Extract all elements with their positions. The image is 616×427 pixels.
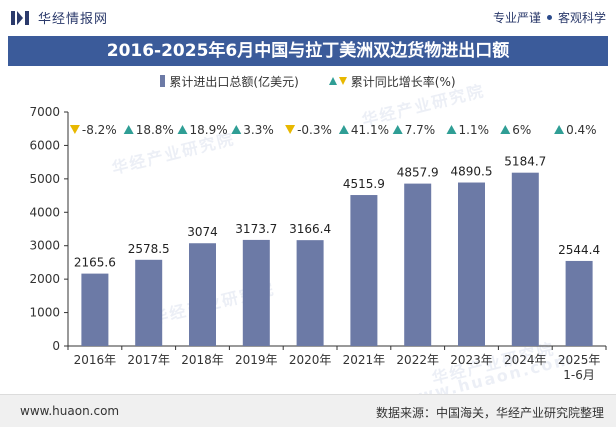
chart-legend: 累计进出口总额(亿美元) 累计同比增长率(%)	[0, 72, 616, 90]
y-tick-label: 2000	[29, 272, 60, 286]
growth-label: 3.3%	[243, 123, 273, 137]
bar	[404, 183, 432, 346]
growth-up-marker	[500, 125, 511, 134]
x-tick-label: 2019年	[235, 353, 278, 367]
legend-item-growth: 累计同比增长率(%)	[328, 72, 456, 90]
x-tick-label: 2021年	[343, 353, 386, 367]
bar	[135, 259, 163, 346]
bar-swatch-icon	[160, 75, 166, 87]
x-tick-label: 2018年	[181, 353, 224, 367]
x-tick-label: 1-6月	[563, 368, 595, 382]
growth-label: 1.1%	[459, 123, 490, 137]
brand-logo-icon	[11, 10, 29, 25]
growth-up-marker	[554, 125, 565, 134]
footer: www.huaon.com 数据来源：中国海关，华经产业研究院整理	[0, 394, 616, 427]
x-tick-label: 2020年	[289, 353, 332, 367]
growth-up-marker	[392, 125, 403, 134]
legend-label-total: 累计进出口总额(亿美元)	[169, 74, 299, 89]
bar-value-label: 4515.9	[343, 177, 385, 191]
y-tick-label: 5000	[29, 172, 60, 186]
top-bar: 华经情报网 专业严谨 客观科学	[0, 0, 616, 34]
tagline-right: 客观科学	[557, 11, 606, 25]
growth-down-marker	[69, 125, 80, 134]
bar-value-label: 2578.5	[128, 242, 170, 256]
y-tick-label: 7000	[29, 105, 60, 119]
x-tick-label: 2016年	[74, 353, 117, 367]
bar	[189, 243, 216, 346]
growth-up-marker	[231, 125, 242, 134]
dot-icon	[546, 15, 552, 20]
bar-value-label: 5184.7	[504, 155, 546, 169]
bar	[511, 172, 539, 346]
tagline: 专业严谨 客观科学	[493, 9, 606, 26]
x-tick-label: 2022年	[396, 353, 439, 367]
triangle-markers-icon	[328, 76, 347, 86]
y-tick-label: 0	[52, 339, 60, 353]
bar-value-label: 2165.6	[74, 256, 116, 270]
growth-up-marker	[177, 125, 188, 134]
growth-label: 18.8%	[136, 123, 174, 137]
bar	[350, 195, 378, 346]
growth-label: -0.3%	[297, 123, 332, 137]
x-tick-label: 2017年	[127, 353, 170, 367]
x-tick-label: 2025年	[558, 353, 601, 367]
growth-label: 6%	[512, 123, 531, 137]
growth-label: 18.9%	[190, 123, 228, 137]
growth-up-marker	[338, 125, 349, 134]
bar	[242, 239, 270, 346]
bar	[296, 240, 324, 346]
growth-up-marker	[446, 125, 457, 134]
bar	[458, 182, 485, 346]
y-tick-label: 4000	[29, 205, 60, 219]
growth-down-marker	[285, 125, 296, 134]
bar-value-label: 3074	[187, 225, 218, 239]
legend-label-growth: 累计同比增长率(%)	[350, 74, 456, 89]
growth-label: 0.4%	[566, 123, 597, 137]
bar-value-label: 4890.5	[451, 165, 493, 179]
bar-value-label: 4857.9	[397, 166, 439, 180]
bar-chart: 0 1000 2000 3000 4000 5000 6000 7000 2165.6 2016年…	[29, 105, 607, 382]
growth-label: -8.2%	[82, 123, 117, 137]
bar-value-label: 3166.4	[289, 222, 331, 236]
footer-source: 数据来源：中国海关，华经产业研究院整理	[375, 406, 604, 420]
y-tick-label: 1000	[29, 306, 60, 320]
x-tick-label: 2024年	[504, 353, 547, 367]
tagline-left: 专业严谨	[492, 11, 541, 25]
footer-site: www.huaon.com	[20, 404, 120, 418]
bar	[565, 260, 593, 346]
x-tick-label: 2023年	[450, 353, 493, 367]
bar-value-label: 3173.7	[235, 222, 277, 236]
bar	[81, 273, 109, 346]
chart-title: 2016-2025年6月中国与拉丁美洲双边货物进出口额	[8, 36, 608, 66]
y-tick-label: 3000	[29, 239, 60, 253]
brand: 华经情报网	[10, 8, 108, 27]
growth-label: 7.7%	[405, 123, 436, 137]
legend-item-total: 累计进出口总额(亿美元)	[160, 72, 299, 90]
brand-name: 华经情报网	[38, 12, 109, 27]
bar-value-label: 2544.4	[558, 243, 600, 257]
growth-up-marker	[123, 125, 134, 134]
y-tick-label: 6000	[29, 138, 60, 152]
growth-label: 41.1%	[351, 123, 389, 137]
